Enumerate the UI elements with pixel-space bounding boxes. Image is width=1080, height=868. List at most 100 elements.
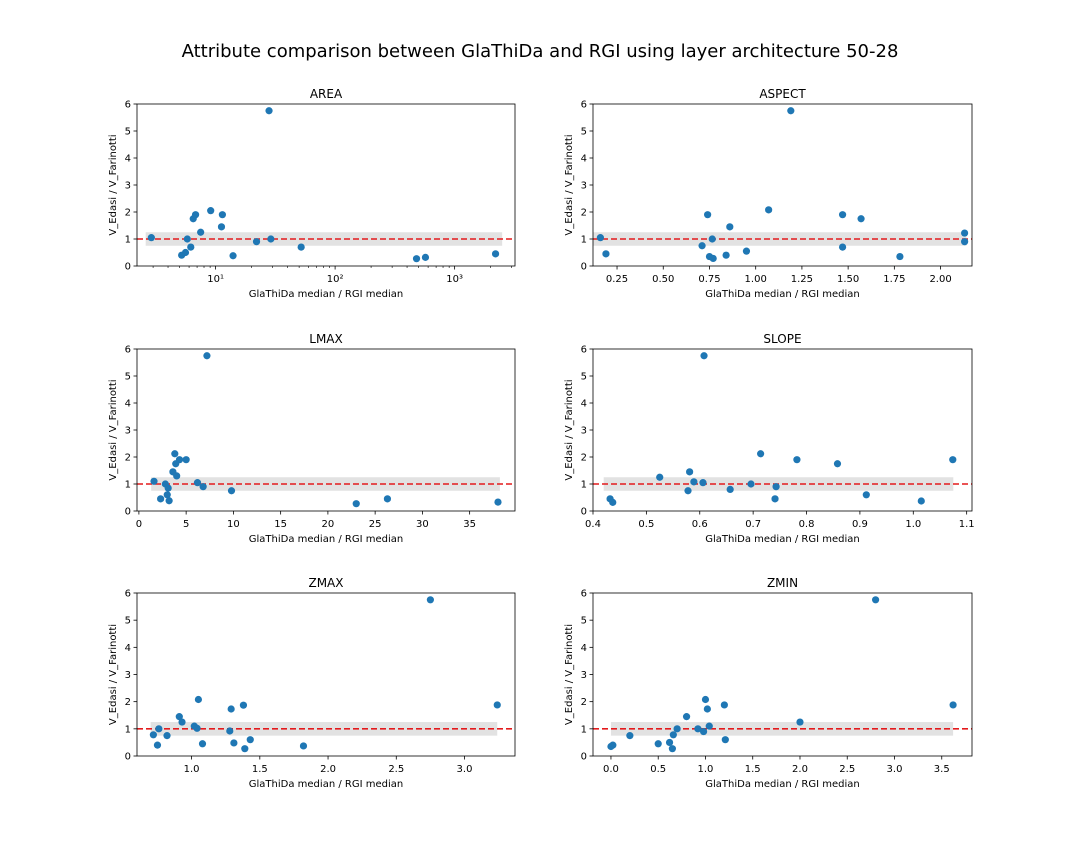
- x-tick-label: 1.00: [745, 274, 767, 285]
- x-tick-label: 15: [274, 519, 287, 530]
- x-axis-label: GlaThiDa median / RGI median: [705, 779, 859, 790]
- x-tick-label: 25: [369, 519, 382, 530]
- subplot-title: ZMAX: [308, 576, 343, 590]
- data-point: [193, 479, 202, 487]
- x-tick-label: 0.0: [603, 764, 619, 775]
- y-tick-label: 3: [125, 181, 131, 192]
- data-point: [197, 228, 205, 236]
- data-point: [665, 738, 674, 747]
- y-tick-label: 3: [581, 181, 587, 192]
- data-point: [765, 206, 773, 214]
- y-tick-label: 0: [125, 262, 131, 273]
- y-tick-label: 6: [581, 100, 587, 111]
- y-axis-label: V_Edasi / V_Farinotti: [564, 134, 575, 235]
- data-point: [626, 732, 634, 740]
- x-axis-label: GlaThiDa median / RGI median: [249, 779, 403, 790]
- x-tick-label: 0.9: [852, 519, 868, 530]
- x-tick-label: 1.0: [184, 764, 200, 775]
- data-point: [173, 472, 181, 480]
- data-point: [896, 252, 904, 261]
- y-tick-label: 1: [581, 480, 587, 491]
- x-tick-label: 1.25: [791, 274, 813, 285]
- data-point: [491, 250, 500, 258]
- data-point: [757, 450, 765, 458]
- data-point: [421, 253, 430, 261]
- subplot-title: ASPECT: [759, 87, 806, 101]
- x-tick-label: 0.75: [698, 274, 720, 285]
- subplot-zmin: 0 1 2 3 4 5 6 0.0 0.5 1.0 1.5 2.0 2.5 3.0 3.5 ZMIN GlaTh…: [564, 576, 973, 790]
- x-axis-label: GlaThiDa median / RGI median: [249, 289, 403, 300]
- x-tick-label: 1.0: [698, 764, 714, 775]
- y-tick-label: 3: [581, 426, 587, 437]
- data-point: [163, 732, 171, 740]
- data-point: [686, 468, 694, 476]
- x-tick-label: 0.25: [606, 274, 628, 285]
- y-tick-label: 0: [125, 507, 131, 518]
- data-point: [726, 223, 734, 231]
- data-point: [147, 234, 155, 242]
- x-tick-label: 0.8: [799, 519, 815, 530]
- data-point: [150, 477, 158, 485]
- data-point: [684, 487, 692, 495]
- data-point: [412, 255, 421, 263]
- data-point: [708, 235, 716, 243]
- y-tick-label: 4: [125, 399, 131, 410]
- y-axis-label: V_Edasi / V_Farinotti: [564, 379, 575, 480]
- data-point: [673, 725, 681, 733]
- data-point: [239, 701, 248, 709]
- y-tick-label: 1: [125, 724, 131, 735]
- x-tick-label: 0.5: [650, 764, 666, 775]
- data-point: [297, 243, 305, 251]
- y-tick-label: 2: [125, 208, 131, 219]
- subplot-title: SLOPE: [763, 332, 801, 346]
- data-point: [703, 705, 711, 713]
- x-tick-label: 1.5: [745, 764, 761, 775]
- data-point: [705, 722, 713, 730]
- tolerance-band: [150, 722, 498, 736]
- data-point: [771, 495, 779, 503]
- x-axis-label: GlaThiDa median / RGI median: [705, 534, 859, 545]
- x-tick-label: 10³: [446, 274, 463, 285]
- data-point: [871, 596, 880, 604]
- y-tick-label: 1: [581, 724, 587, 735]
- subplot-title: AREA: [310, 87, 343, 101]
- data-point: [493, 701, 501, 709]
- x-tick-label: 5: [183, 519, 189, 530]
- data-point: [699, 727, 708, 736]
- data-point: [155, 725, 163, 733]
- data-point: [193, 724, 201, 732]
- data-point: [207, 207, 215, 215]
- data-point: [917, 497, 925, 505]
- data-point: [787, 107, 795, 115]
- data-point: [163, 491, 171, 499]
- y-tick-label: 0: [125, 752, 131, 763]
- x-tick-label: 1.5: [252, 764, 268, 775]
- data-point: [217, 223, 226, 231]
- data-point: [700, 352, 708, 360]
- y-tick-label: 2: [581, 697, 587, 708]
- tolerance-band: [593, 232, 967, 246]
- data-point: [961, 229, 969, 237]
- x-tick-label: 10²: [327, 274, 344, 285]
- x-tick-label: 20: [322, 519, 335, 530]
- data-point: [194, 695, 203, 704]
- scatter-points: [607, 596, 957, 753]
- x-tick-label: 2.5: [839, 764, 855, 775]
- x-tick-label: 0.7: [745, 519, 761, 530]
- tolerance-band: [145, 232, 503, 246]
- subplot-title: ZMIN: [767, 576, 798, 590]
- data-point: [694, 725, 702, 733]
- data-point: [838, 243, 847, 251]
- x-axis-label: GlaThiDa median / RGI median: [705, 289, 859, 300]
- x-tick-label: 30: [416, 519, 429, 530]
- data-point: [299, 742, 308, 750]
- data-point: [747, 480, 755, 488]
- data-point: [149, 731, 157, 739]
- data-point: [252, 238, 261, 246]
- data-point: [383, 495, 392, 503]
- y-tick-label: 6: [125, 589, 131, 600]
- scatter-points: [150, 352, 502, 508]
- x-tick-label: 1.50: [837, 274, 859, 285]
- data-point: [191, 211, 200, 219]
